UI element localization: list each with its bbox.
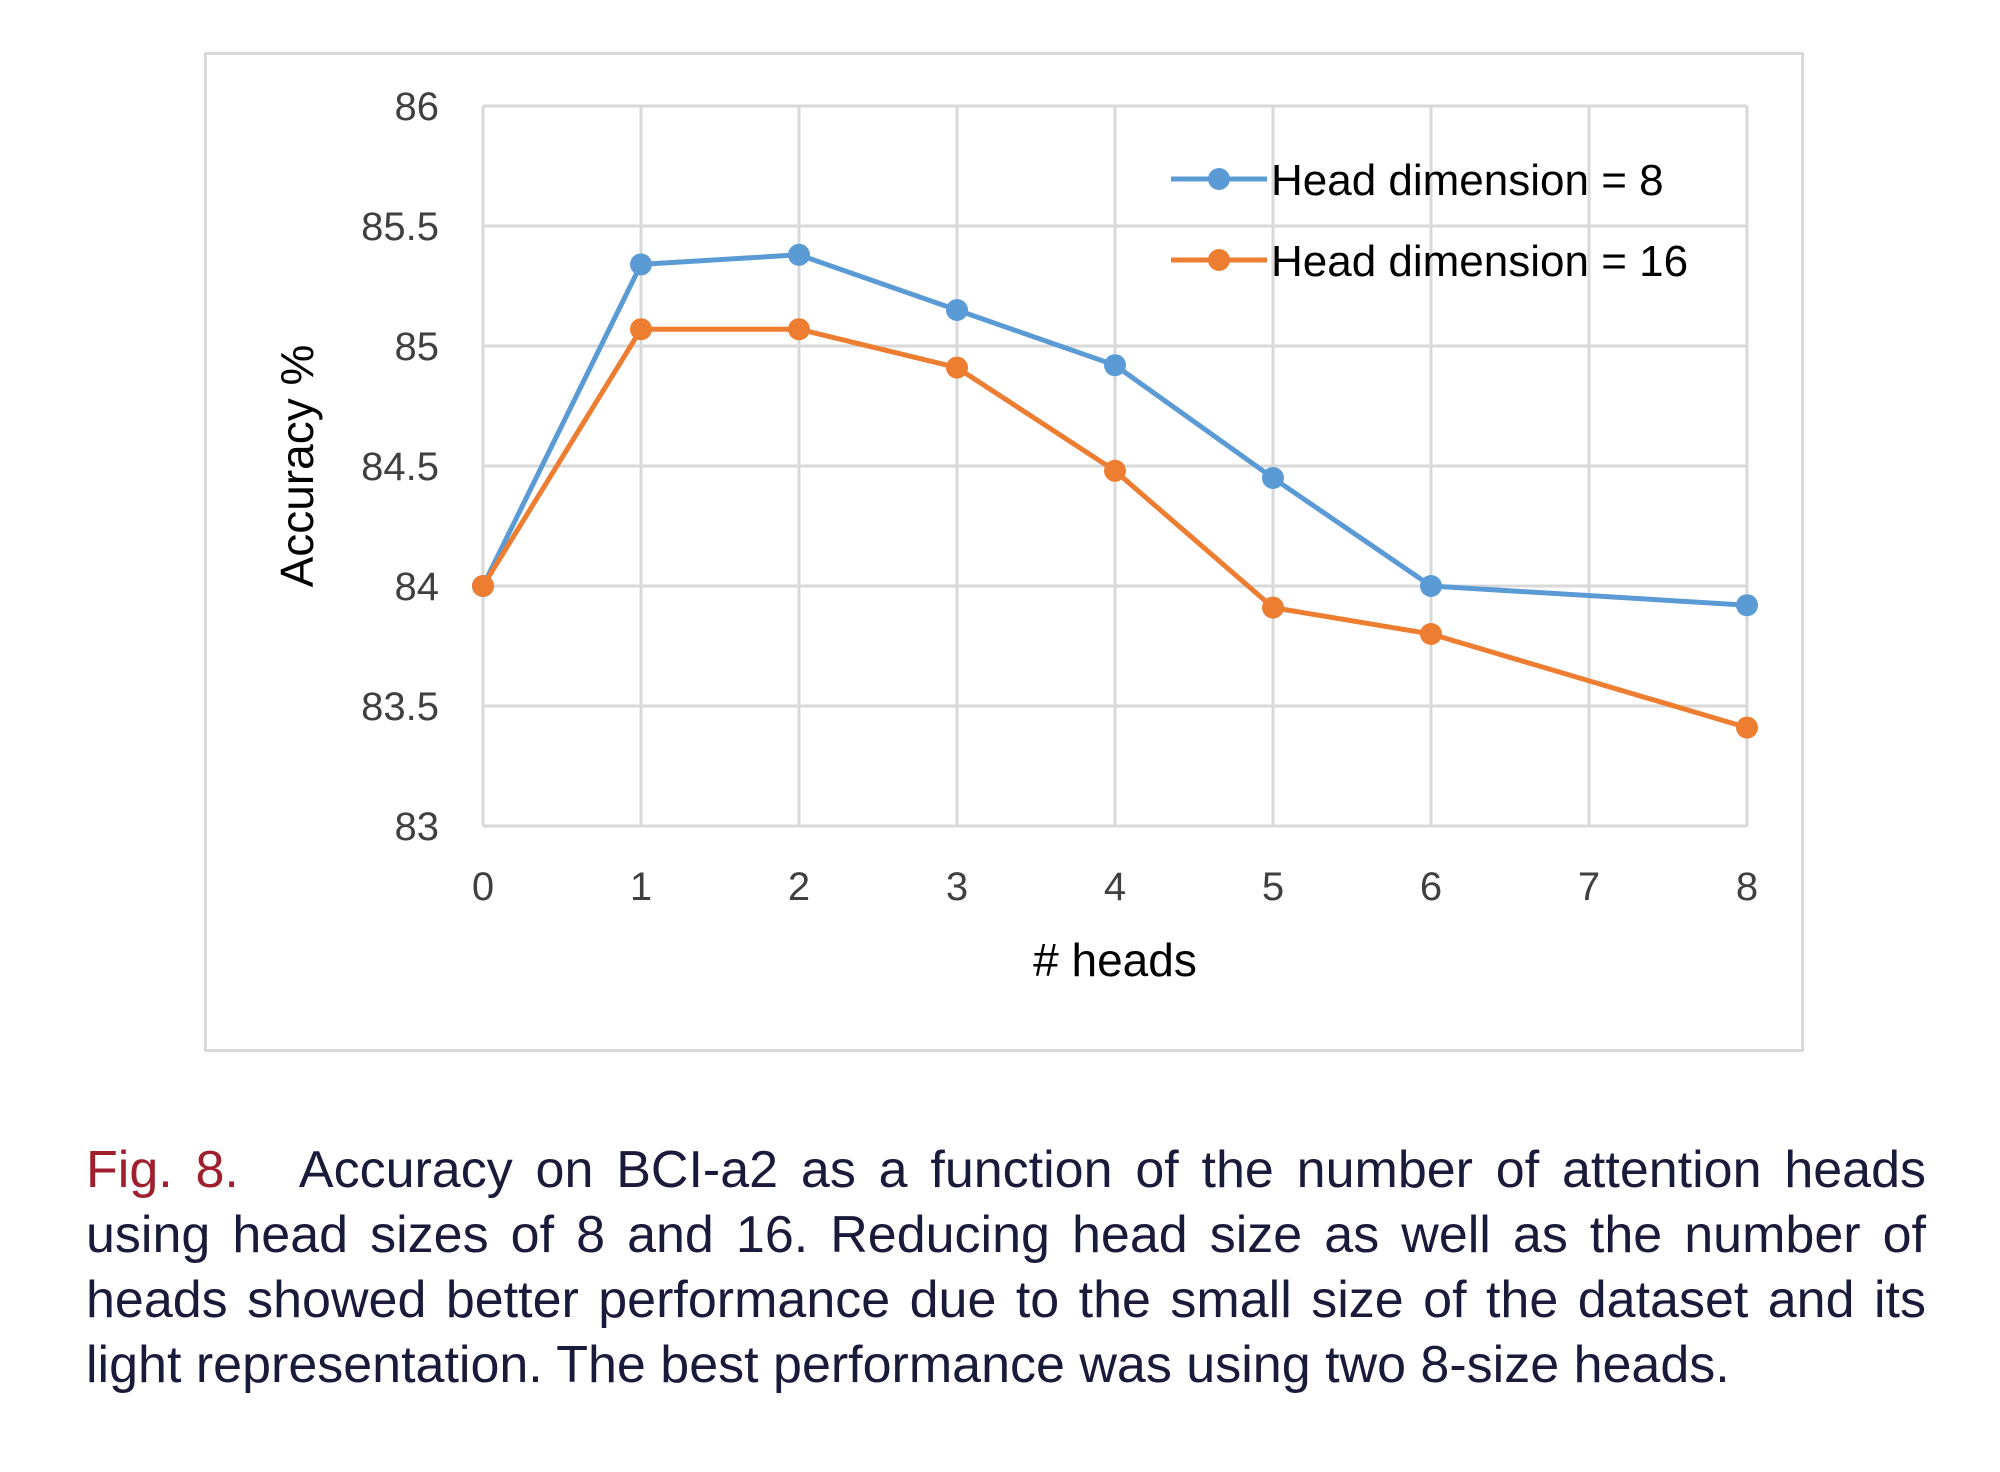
data-point — [472, 575, 494, 597]
legend-marker — [1208, 168, 1230, 190]
data-point — [1736, 716, 1758, 739]
legend-label: Head dimension = 16 — [1271, 237, 1688, 286]
data-point — [630, 318, 652, 341]
data-point — [946, 299, 968, 321]
legend: Head dimension = 8 Head dimension = 16 — [1171, 156, 1688, 286]
tick-labels: 83 83.5 84 84.5 85 85.5 86 0 1 2 3 4 5 6 7 8 — [361, 85, 1758, 909]
x-tick-label: 6 — [1420, 865, 1442, 909]
data-point — [946, 356, 968, 379]
figure-frame: 83 83.5 84 84.5 85 85.5 86 0 1 2 3 4 5 6 7 8 # heads Ac… — [204, 52, 1804, 1052]
data-point — [1420, 623, 1442, 645]
figure-caption: Fig. 8. Accuracy on BCI-a2 as a function … — [86, 1138, 1926, 1398]
data-point — [1420, 575, 1442, 597]
x-tick-label: 7 — [1578, 865, 1600, 909]
x-tick-label: 2 — [788, 865, 810, 909]
data-point — [788, 318, 810, 341]
y-axis-title: Accuracy % — [271, 345, 323, 588]
line-chart: 83 83.5 84 84.5 85 85.5 86 0 1 2 3 4 5 6 7 8 # heads Ac… — [271, 85, 1758, 986]
data-point — [1262, 596, 1284, 619]
x-tick-label: 3 — [946, 865, 968, 909]
y-tick-label: 84.5 — [361, 445, 439, 489]
y-tick-label: 83 — [395, 805, 440, 849]
data-point — [630, 253, 652, 276]
x-tick-label: 5 — [1262, 865, 1284, 909]
series — [472, 243, 1758, 739]
series-line-2 — [480, 326, 1748, 730]
y-tick-label: 84 — [395, 565, 440, 609]
y-tick-label: 86 — [395, 85, 440, 129]
y-tick-label: 85 — [395, 325, 440, 369]
caption-text: Accuracy on BCI-a2 as a function of the … — [86, 1141, 1927, 1394]
legend-marker — [1208, 249, 1230, 271]
grid — [481, 104, 1749, 828]
x-tick-label: 0 — [472, 865, 494, 909]
data-point — [1104, 459, 1126, 482]
x-tick-label: 1 — [630, 865, 652, 909]
x-tick-label: 4 — [1104, 865, 1126, 909]
data-point — [1262, 467, 1284, 489]
data-point — [1736, 594, 1758, 617]
x-tick-label: 8 — [1736, 865, 1758, 909]
x-axis-title: # heads — [1033, 934, 1197, 986]
series-line-1 — [480, 252, 1748, 608]
y-tick-label: 85.5 — [361, 205, 439, 249]
legend-label: Head dimension = 8 — [1271, 156, 1664, 205]
y-tick-label: 83.5 — [361, 685, 439, 729]
data-point — [1104, 354, 1126, 377]
data-point — [788, 243, 810, 266]
caption-label: Fig. 8. — [86, 1141, 239, 1199]
